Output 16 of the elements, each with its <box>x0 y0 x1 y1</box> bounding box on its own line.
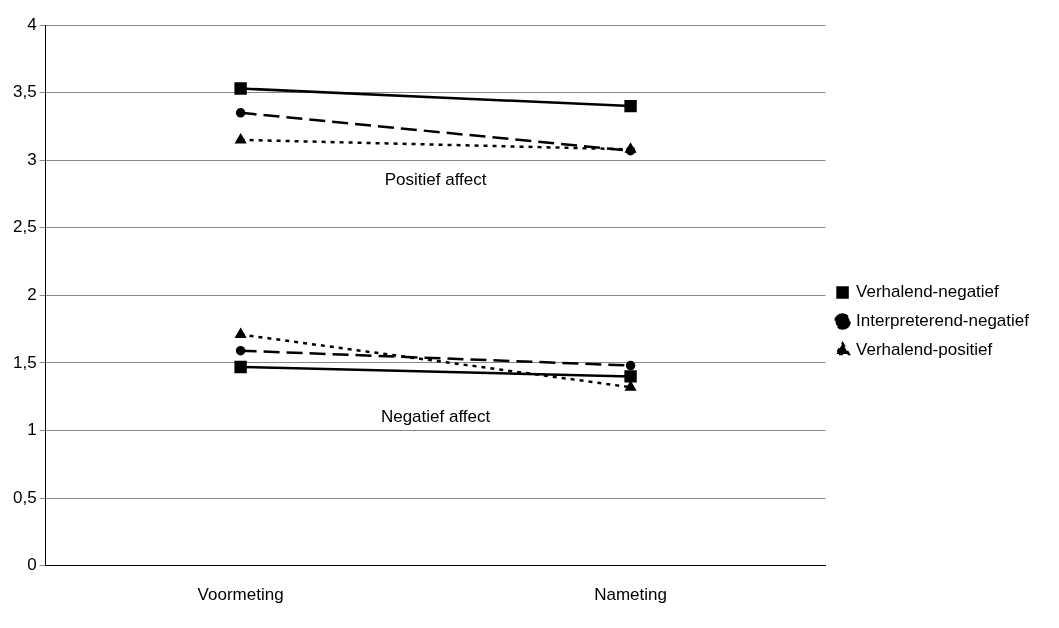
y-tick-label: 1,5 <box>12 352 37 372</box>
x-tick-label: Nameting <box>594 585 667 605</box>
legend-label: Verhalend-negatief <box>856 282 1000 302</box>
y-tick-label: 4 <box>27 14 37 34</box>
y-tick-label: 2,5 <box>12 217 37 237</box>
y-tick-label: 3 <box>27 149 37 169</box>
y-tick-label: 0 <box>27 555 37 575</box>
annotation: Negatief affect <box>380 406 491 426</box>
y-tick-label: 1 <box>27 420 37 440</box>
annotation: Positief affect <box>384 170 487 190</box>
legend-label: Interpreterend-negatief <box>856 311 1030 331</box>
y-tick-label: 3,5 <box>12 82 37 102</box>
y-tick-label: 2 <box>27 284 37 304</box>
legend-label: Verhalend-positief <box>856 340 993 360</box>
x-tick-label: Voormeting <box>197 585 284 605</box>
y-tick-label: 0,5 <box>12 487 37 507</box>
